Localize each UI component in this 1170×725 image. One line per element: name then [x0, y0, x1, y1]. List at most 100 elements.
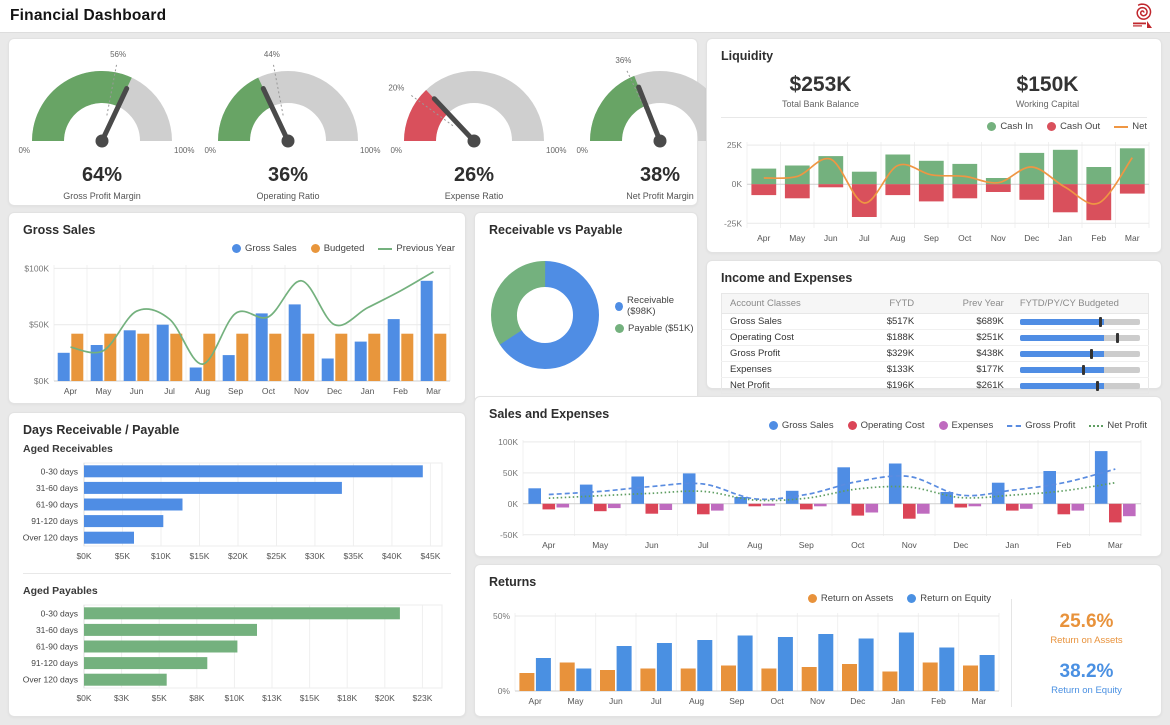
legend-item-return-on-equity[interactable]: Return on Equity — [907, 593, 991, 604]
legend-swatch — [615, 301, 624, 311]
panel-title-liquidity: Liquidity — [721, 49, 774, 63]
svg-text:$0K: $0K — [76, 693, 91, 703]
column-header-fytd[interactable]: FYTD — [832, 293, 923, 314]
legend-item-expenses[interactable]: Expenses — [938, 420, 994, 431]
legend-item-cash-out[interactable]: Cash Out — [1047, 121, 1100, 132]
legend-label: Cash In — [1000, 121, 1034, 132]
svg-text:Dec: Dec — [327, 386, 343, 396]
gauge-value: 38% — [639, 164, 681, 186]
column-header-fytd-py-cy-budgeted[interactable]: FYTD/PY/CY Budgeted — [1011, 293, 1149, 314]
svg-text:Apr: Apr — [542, 540, 555, 550]
panel-income-expenses: Income and Expenses Account Classes FYTD P… — [706, 260, 1162, 394]
liquidity-legend: Cash In Cash Out Net — [987, 121, 1147, 132]
table-row-net-profit: Net Profit $196K $261K — [722, 378, 1149, 394]
svg-text:Jan: Jan — [1058, 233, 1072, 243]
legend-label: Gross Profit — [1025, 420, 1076, 431]
svg-text:$30K: $30K — [305, 551, 325, 561]
panel-title-gross-sales: Gross Sales — [23, 223, 96, 237]
legend-item-cash-in[interactable]: Cash In — [987, 121, 1033, 132]
gauge-value: 64% — [81, 164, 123, 186]
svg-text:0%: 0% — [498, 686, 511, 696]
legend-item-gross-sales[interactable]: Gross Sales — [231, 243, 297, 254]
svg-text:Sep: Sep — [924, 233, 939, 243]
sales-expenses-chart: 100K 50K 0K -50K Apr May Jun Jul Aug Sep Oct Nov Dec… — [487, 435, 1149, 558]
legend-swatch — [807, 594, 817, 603]
legend-item-previous-year[interactable]: Previous Year — [378, 243, 455, 254]
bullet-bar — [1019, 350, 1104, 357]
cell-bullet — [1011, 345, 1149, 362]
svg-text:$5K: $5K — [115, 551, 130, 561]
legend-item-net[interactable]: Net — [1114, 121, 1147, 132]
legend-item-operating-cost[interactable]: Operating Cost — [847, 420, 925, 431]
legend-item-gross-sales[interactable]: Gross Sales — [768, 420, 834, 431]
legend-swatch — [615, 324, 624, 333]
legend-item-gross-profit[interactable]: Gross Profit — [1007, 420, 1075, 431]
svg-text:Nov: Nov — [991, 233, 1007, 243]
ch-returns-svg: 50% 0% Apr May Jun Jul Aug Sep Oct Nov Dec Jan Feb Ma… — [493, 611, 1000, 706]
cell-prev-year: $261K — [976, 380, 1004, 391]
column-header-account-classes[interactable]: Account Classes — [721, 293, 833, 314]
legend-swatch — [1047, 122, 1057, 131]
svg-text:Jul: Jul — [698, 540, 709, 550]
svg-text:31-60 days: 31-60 days — [36, 625, 78, 635]
aged-payables-chart: $0K $3K $5K $8K $10K $13K $15K $18K $20K $23K 0-30… — [20, 601, 454, 710]
panel-gauges: 56% 0% 100% 64% Gross Profit Margin 44% 0% 100%… — [8, 38, 752, 206]
ch-salesexp-svg: 100K 50K 0K -50K Apr May Jun Jul Aug Sep Oct Nov Dec… — [498, 437, 1142, 550]
bullet-bar — [1019, 366, 1104, 373]
cell-account: Net Profit — [730, 380, 770, 391]
svg-text:91-120 days: 91-120 days — [31, 658, 78, 668]
svg-text:Jan: Jan — [891, 696, 905, 706]
legend-item-net-profit[interactable]: Net Profit — [1089, 420, 1147, 431]
svg-text:Jul: Jul — [859, 233, 870, 243]
svg-text:Feb: Feb — [1091, 233, 1106, 243]
returns-legend: Return on Assets Return on Equity — [807, 593, 991, 604]
svg-text:0%: 0% — [18, 146, 30, 155]
svg-text:25K: 25K — [727, 140, 742, 150]
svg-text:Jun: Jun — [130, 386, 144, 396]
ch-gross-sales-svg: $100K $50K $0K Apr May Jun Jul Aug Sep Oct Nov Dec J… — [24, 263, 451, 396]
legend-label: Expenses — [951, 420, 994, 431]
table-row-gross-sales: Gross Sales $517K $689K — [721, 313, 1149, 330]
stat-total-bank-balance: $253K Total Bank Balance — [707, 73, 934, 109]
legend-item-receivable-98k[interactable]: Receivable ($98K) — [615, 295, 697, 317]
svg-text:0%: 0% — [390, 146, 402, 155]
gauge-operating-ratio: 44% 0% 100% 36% Operating Ratio — [195, 49, 381, 201]
cell-bullet — [1011, 329, 1149, 346]
panel-returns: Returns Return on Assets Return on Equity… — [474, 564, 1162, 717]
svg-text:100%: 100% — [174, 146, 194, 155]
stat-working-capital: $150K Working Capital — [934, 73, 1161, 109]
svg-text:50%: 50% — [493, 611, 510, 621]
gross-sales-chart: $100K $50K $0K Apr May Jun Jul Aug Sep Oct Nov Dec J… — [18, 259, 458, 404]
bullet-target-marker — [1082, 364, 1086, 375]
table-row-gross-profit: Gross Profit $329K $438K — [721, 345, 1149, 362]
svg-text:0-30 days: 0-30 days — [41, 466, 78, 476]
panel-liquidity: Liquidity $253K Total Bank Balance $150K Wo… — [706, 38, 1162, 253]
stat-value: $253K — [789, 73, 852, 96]
legend-item-budgeted[interactable]: Budgeted — [310, 243, 365, 254]
svg-text:Apr: Apr — [757, 233, 770, 243]
ch-payables-svg: $0K $3K $5K $8K $10K $13K $15K $18K $20K $23K 0-30… — [23, 604, 443, 703]
stat-return-on-assets: 25.6% Return on Assets — [1050, 611, 1122, 646]
gauge-arc-operating-ratio: 44% 0% 100% — [204, 50, 380, 155]
svg-text:Oct: Oct — [958, 233, 972, 243]
svg-text:100%: 100% — [360, 146, 380, 155]
svg-text:0-30 days: 0-30 days — [41, 608, 78, 618]
svg-text:Mar: Mar — [1125, 233, 1140, 243]
legend-swatch — [987, 122, 997, 131]
ch-receivables-svg: $0K $5K $10K $15K $20K $25K $30K $35K $40K $45K 0-… — [23, 462, 443, 561]
legend-label: Receivable ($98K) — [627, 295, 675, 317]
gauge-value: 26% — [453, 164, 495, 186]
cell-account: Gross Profit — [721, 345, 833, 362]
gauge-arc-gross-profit-margin: 56% 0% 100% — [18, 50, 194, 155]
column-header-prev-year[interactable]: Prev Year — [922, 293, 1012, 314]
legend-swatch — [1007, 424, 1022, 427]
legend-item-payable-51k[interactable]: Payable ($51K) — [615, 323, 697, 334]
svg-text:$10K: $10K — [151, 551, 171, 561]
panel-title-returns: Returns — [489, 575, 537, 589]
svg-text:$35K: $35K — [344, 551, 364, 561]
legend-label: Budgeted — [323, 243, 365, 254]
stat-label: Working Capital — [1015, 99, 1080, 109]
bullet-chart — [1019, 316, 1140, 327]
legend-item-return-on-assets[interactable]: Return on Assets — [807, 593, 893, 604]
svg-text:Jun: Jun — [824, 233, 838, 243]
